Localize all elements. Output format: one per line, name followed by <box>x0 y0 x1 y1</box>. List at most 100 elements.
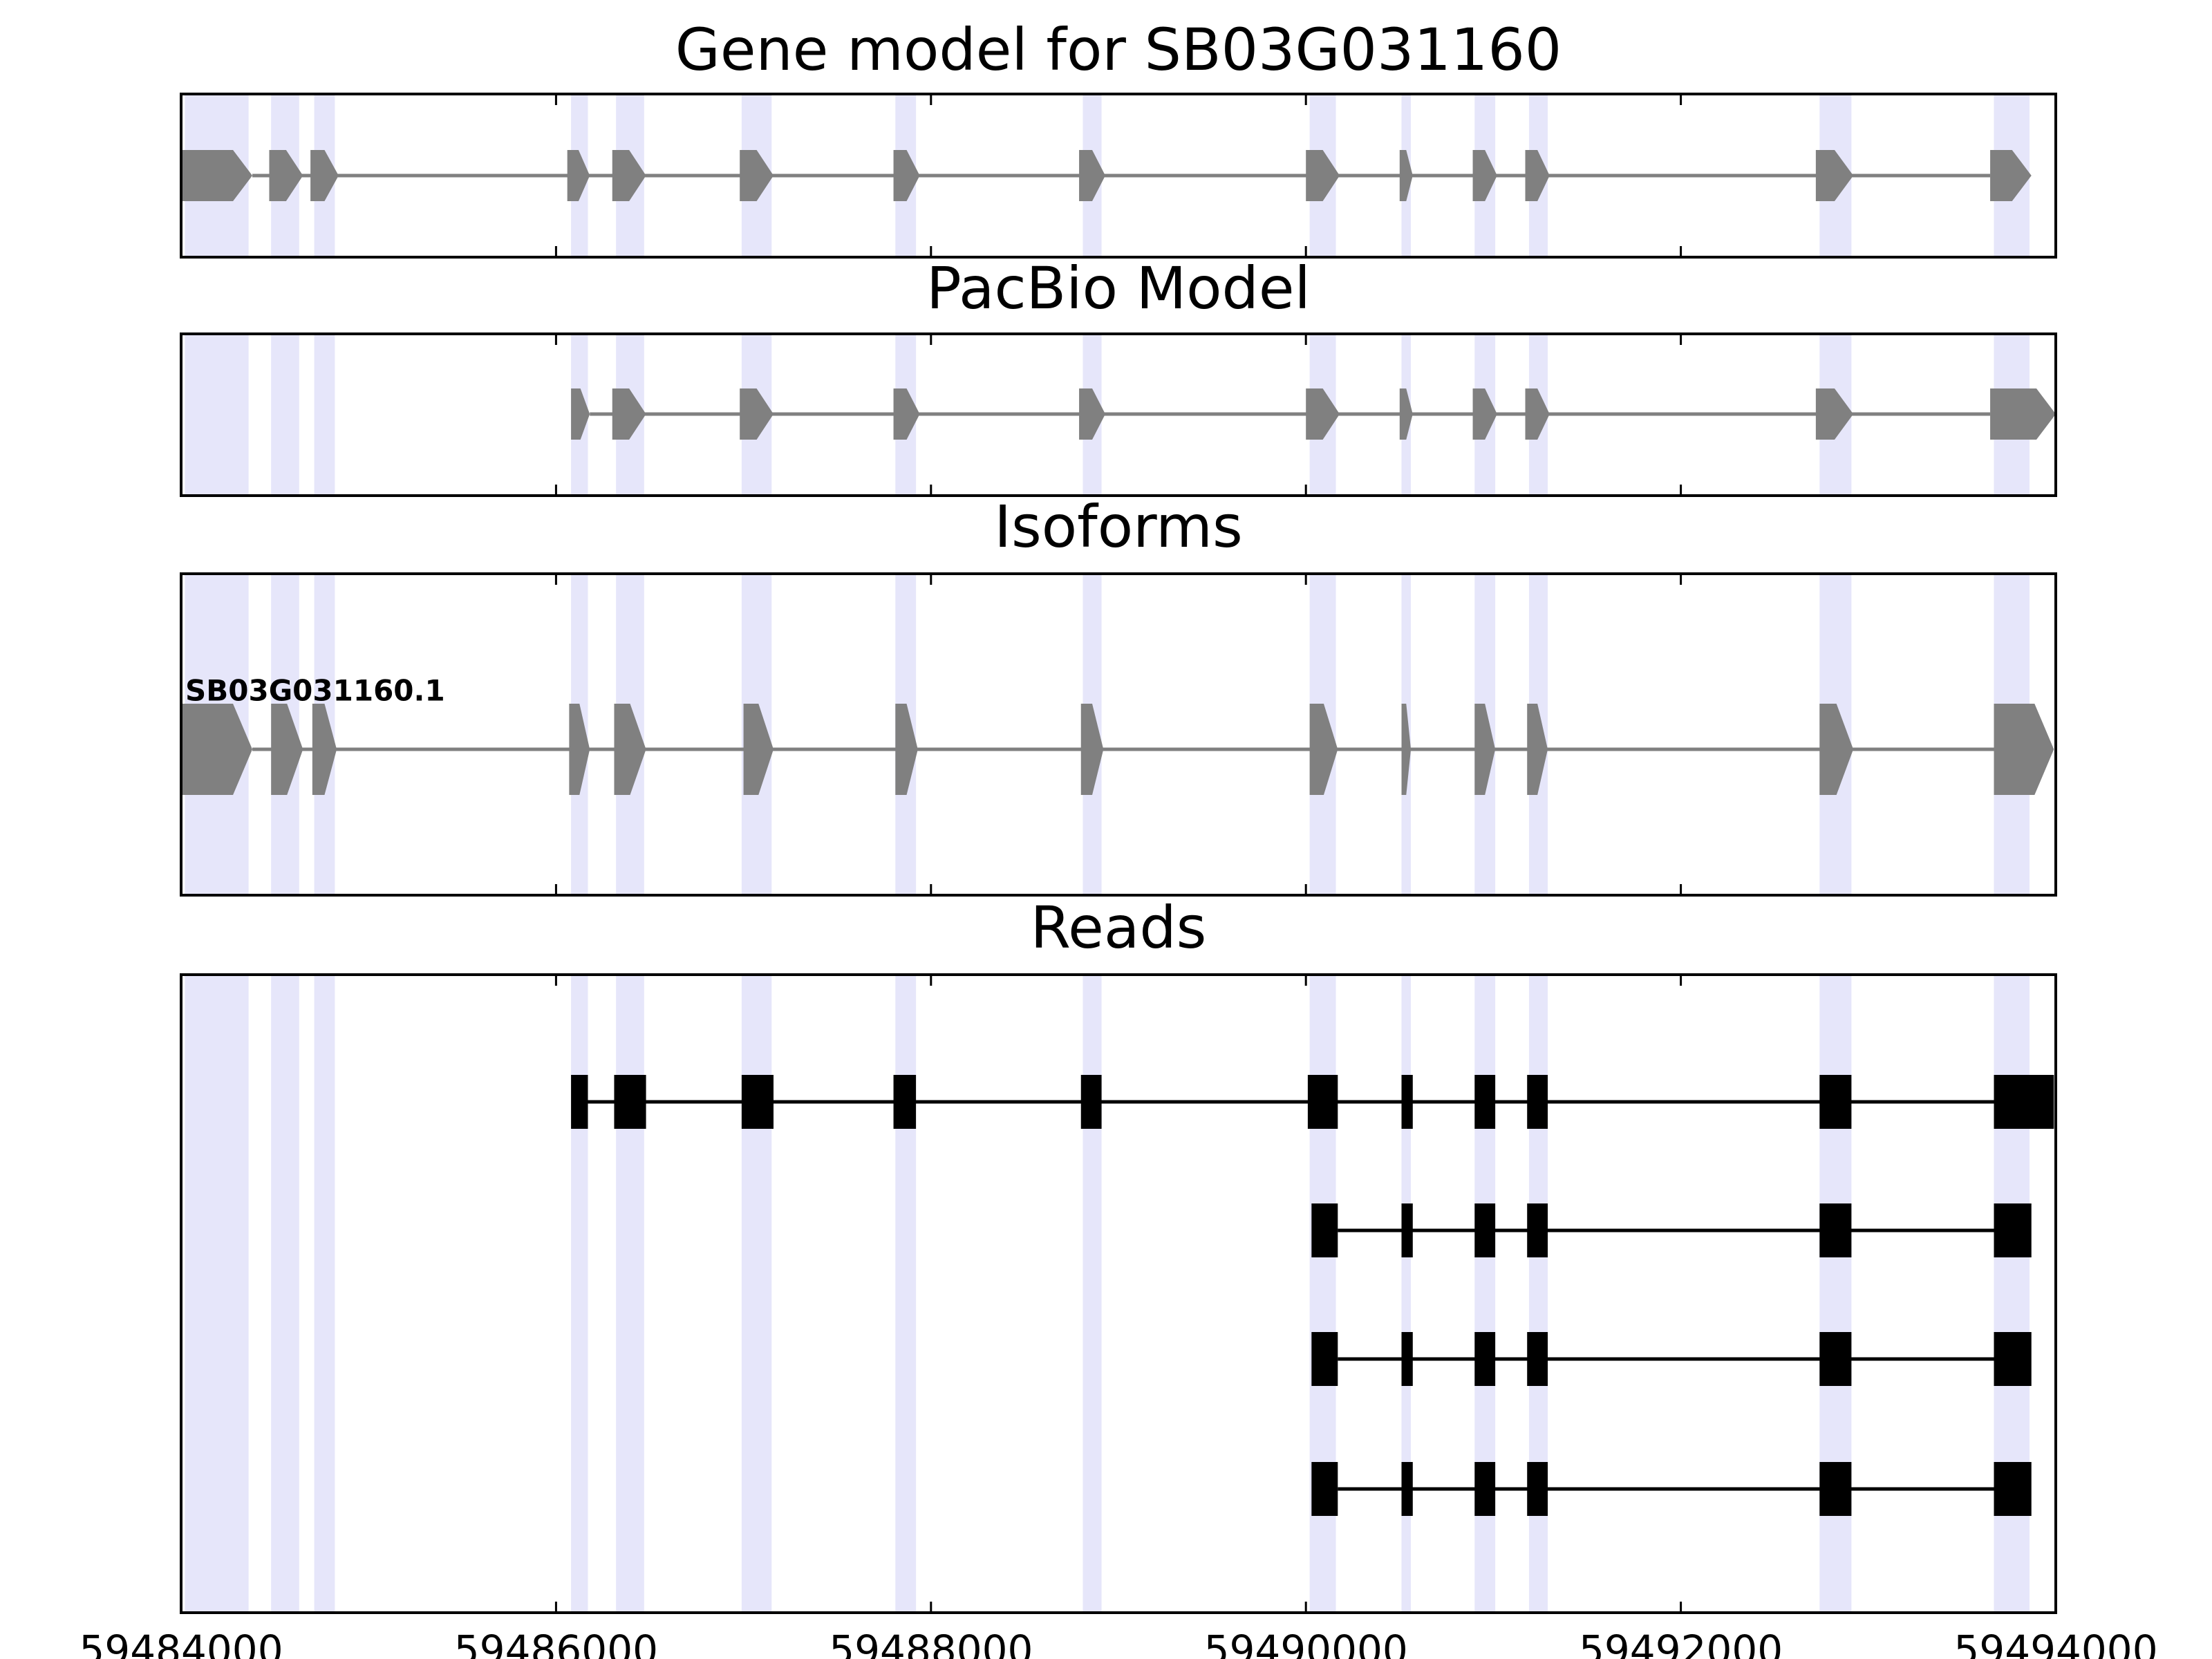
x-tick-label: 59490000 <box>1204 1627 1408 1659</box>
exon <box>1306 150 1340 201</box>
exon <box>1527 1332 1548 1386</box>
exon <box>741 1075 774 1129</box>
exon <box>1399 150 1413 201</box>
exon <box>1819 1203 1852 1257</box>
exon-highlight <box>1309 975 1336 1613</box>
exon <box>571 388 590 440</box>
exon <box>1401 1075 1413 1129</box>
exon <box>1079 388 1106 440</box>
exon <box>1815 388 1854 440</box>
exon <box>312 704 337 795</box>
exon <box>271 704 303 795</box>
exon <box>1990 388 2056 440</box>
exon <box>612 388 646 440</box>
exon <box>1819 1332 1852 1386</box>
exon <box>1819 704 1854 795</box>
exon <box>1079 150 1106 201</box>
exon <box>893 388 920 440</box>
exon <box>181 150 253 201</box>
exon-highlight <box>1474 975 1496 1613</box>
exon <box>893 1075 917 1129</box>
exon-highlight <box>1994 975 2030 1613</box>
exon <box>1306 388 1340 440</box>
x-tick-label: 59494000 <box>1953 1627 2157 1659</box>
exon <box>1527 1203 1548 1257</box>
exon <box>1819 1075 1852 1129</box>
exon <box>567 150 590 201</box>
exon <box>1311 1462 1338 1516</box>
panel-frame <box>180 572 2057 897</box>
exon-highlight <box>185 334 249 496</box>
exon <box>1474 1462 1496 1516</box>
panel-frame <box>180 973 2057 1614</box>
exon <box>1994 1203 2032 1257</box>
panel-title: Reads <box>1031 894 1207 962</box>
exon <box>1401 1332 1413 1386</box>
exon <box>1311 1332 1338 1386</box>
panel-frame <box>180 332 2057 497</box>
exon <box>1525 388 1550 440</box>
exon <box>1472 150 1497 201</box>
exon <box>1527 1075 1548 1129</box>
exon-highlight <box>1528 975 1548 1613</box>
exon <box>614 704 646 795</box>
x-tick-label: 59488000 <box>829 1627 1033 1659</box>
exon <box>569 704 590 795</box>
exon <box>1399 388 1413 440</box>
exon <box>1994 704 2054 795</box>
exon <box>1525 150 1550 201</box>
exon <box>1815 150 1854 201</box>
exon <box>1472 388 1497 440</box>
exon <box>1401 1203 1413 1257</box>
exon-highlight <box>895 975 917 1613</box>
exon <box>895 704 918 795</box>
exon <box>740 150 774 201</box>
x-tick-label: 59484000 <box>79 1627 283 1659</box>
exon <box>1474 1075 1496 1129</box>
panel-frame <box>180 93 2057 259</box>
x-tick-label: 59486000 <box>454 1627 658 1659</box>
exon-highlight <box>571 975 588 1613</box>
exon-highlight <box>271 334 299 496</box>
panel-title: Gene model for SB03G031160 <box>675 16 1562 84</box>
exon-highlight <box>314 334 335 496</box>
exon <box>1309 704 1338 795</box>
exon-highlight <box>1401 975 1412 1613</box>
exon <box>1080 704 1104 795</box>
exon <box>1994 1075 2054 1129</box>
exon <box>1474 1332 1496 1386</box>
exon-highlight <box>741 975 772 1613</box>
exon <box>614 1075 646 1129</box>
exon-highlight <box>271 975 299 1613</box>
exon <box>1990 150 2032 201</box>
exon <box>612 150 646 201</box>
panel-title: PacBio Model <box>926 254 1311 322</box>
exon-highlight <box>185 975 249 1613</box>
isoform-label: SB03G031160.1 <box>185 674 445 708</box>
exon <box>1311 1203 1338 1257</box>
exon <box>1527 1462 1548 1516</box>
exon-highlight <box>1819 975 1852 1613</box>
exon <box>181 704 253 795</box>
exon <box>1474 1203 1496 1257</box>
exon-highlight <box>616 975 644 1613</box>
exon-highlight <box>314 975 335 1613</box>
exon <box>1994 1332 2032 1386</box>
exon <box>1307 1075 1338 1129</box>
exon <box>1994 1462 2032 1516</box>
exon <box>1401 1462 1413 1516</box>
exon <box>743 704 774 795</box>
exon <box>269 150 303 201</box>
exon <box>893 150 920 201</box>
exon <box>740 388 774 440</box>
exon <box>1080 1075 1102 1129</box>
x-tick-label: 59492000 <box>1579 1627 1783 1659</box>
exon <box>1474 704 1496 795</box>
exon <box>1401 704 1412 795</box>
exon-highlight <box>1082 975 1102 1613</box>
exon <box>310 150 339 201</box>
panel-title: Isoforms <box>994 493 1243 561</box>
exon <box>1819 1462 1852 1516</box>
